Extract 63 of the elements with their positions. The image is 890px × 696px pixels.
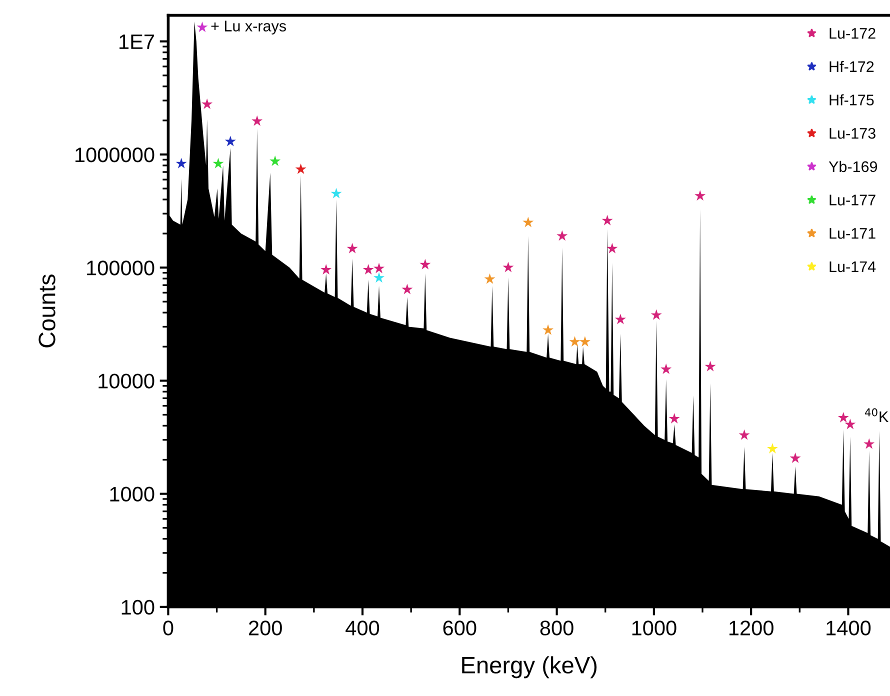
point — [212, 158, 224, 168]
point — [502, 262, 514, 272]
point — [224, 136, 236, 146]
legend-label: Lu-177 — [830, 194, 876, 206]
point — [373, 262, 385, 274]
y-tick-label: 100000 — [87, 260, 154, 276]
point — [484, 273, 496, 284]
x-tick-label: 1400 — [826, 620, 871, 636]
annotation: $^{40}$K — [864, 408, 889, 422]
point — [738, 429, 750, 440]
y-axis-title: Counts — [38, 274, 56, 348]
point — [606, 242, 618, 254]
point — [668, 413, 680, 424]
x-tick-label: 200 — [249, 620, 282, 636]
point — [766, 442, 778, 454]
x-tick-label: 1200 — [730, 620, 774, 636]
x-axis-title: Energy (keV) — [462, 656, 597, 678]
point — [660, 364, 672, 374]
point — [602, 214, 613, 226]
y-tick-label: 1000000 — [76, 147, 154, 162]
x-tick-label: 600 — [443, 620, 476, 636]
x-tick-label: 1000 — [632, 620, 676, 636]
point — [790, 452, 801, 464]
point — [542, 324, 554, 335]
point — [614, 314, 626, 324]
y-tick-label: 100 — [122, 600, 154, 615]
y-tick-label: 1000 — [110, 486, 154, 502]
point — [694, 190, 706, 201]
point — [295, 163, 306, 174]
point — [420, 258, 431, 270]
legend-label: Hf-172 — [830, 60, 874, 72]
point — [346, 242, 358, 254]
x-tick-label: 400 — [346, 620, 380, 636]
legend-label: Lu-171 — [830, 228, 876, 239]
point — [362, 264, 374, 275]
point — [176, 158, 187, 168]
y-tick-label: 10000 — [98, 374, 154, 388]
x-tick-label: 800 — [540, 620, 574, 636]
point — [320, 264, 332, 275]
point — [864, 438, 875, 449]
legend-label: Lu-172 — [830, 28, 876, 39]
point — [704, 360, 716, 372]
legend-label: Lu-174 — [830, 261, 876, 272]
point — [202, 98, 213, 109]
point — [579, 336, 590, 347]
point — [373, 272, 385, 283]
point — [650, 309, 662, 320]
point — [838, 412, 849, 422]
point — [196, 22, 208, 32]
legend-label: Lu-173 — [830, 128, 876, 139]
legend-label: Yb-169 — [828, 160, 878, 172]
point — [270, 156, 281, 166]
x-tick-label: 0 — [163, 620, 174, 636]
point — [330, 188, 342, 198]
legend-label: Hf-175 — [830, 94, 874, 106]
point — [844, 418, 856, 430]
annotation: + Lu x-rays — [211, 20, 286, 34]
point — [252, 115, 263, 126]
point — [402, 284, 413, 294]
point — [522, 216, 534, 228]
point — [556, 230, 568, 241]
y-tick-label: 1E7 — [120, 34, 154, 49]
point — [569, 336, 580, 347]
